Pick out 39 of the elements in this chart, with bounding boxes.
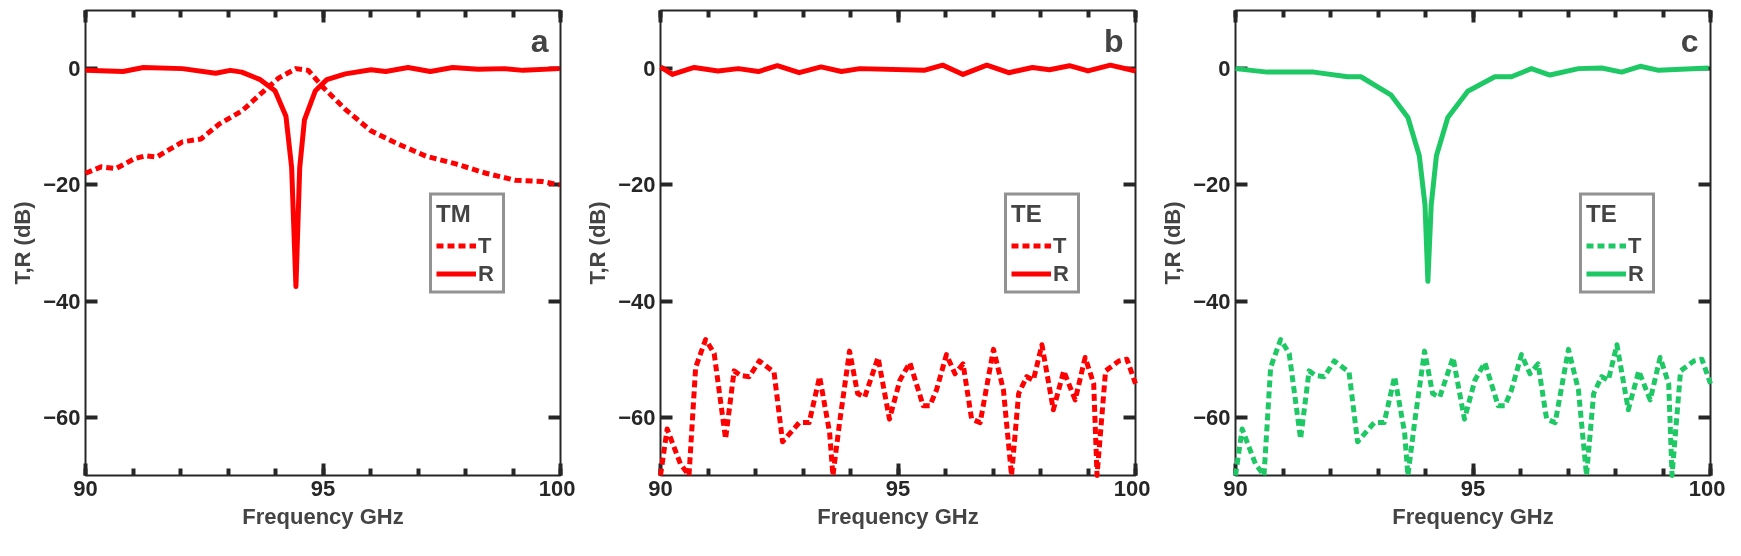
x-axis-title: Frequency GHz — [242, 503, 404, 529]
y-tick-label: −60 — [1193, 404, 1231, 430]
x-tick-label: 90 — [648, 475, 673, 501]
legend-label: T — [1053, 232, 1068, 258]
y-axis-title: T,R (dB) — [1160, 201, 1186, 285]
legend-label: T — [1628, 232, 1643, 258]
legend-label: R — [478, 260, 495, 286]
y-axis-title: T,R (dB) — [585, 201, 611, 285]
x-axis-title: Frequency GHz — [1392, 503, 1554, 529]
legend-title: TE — [1011, 199, 1043, 227]
x-tick-label: 100 — [1113, 475, 1151, 501]
y-axis-title: T,R (dB) — [10, 201, 36, 285]
x-axis-title: Frequency GHz — [817, 503, 979, 529]
y-tick-label: −60 — [43, 404, 81, 430]
annotation: c — [1680, 22, 1699, 59]
x-tick-label: 95 — [1460, 475, 1486, 501]
y-tick-label: −40 — [1193, 288, 1231, 314]
annotation: b — [1103, 22, 1124, 59]
y-tick-label: 0 — [643, 56, 656, 82]
x-tick-label: 95 — [885, 475, 911, 501]
y-tick-label: −20 — [618, 172, 656, 198]
y-tick-label: 0 — [68, 56, 81, 82]
legend-label: R — [1628, 260, 1645, 286]
y-tick-label: −20 — [1193, 172, 1231, 198]
legend-label: T — [478, 232, 493, 258]
y-tick-label: −40 — [43, 288, 81, 314]
y-tick-label: 0 — [1218, 56, 1231, 82]
x-tick-label: 95 — [310, 475, 336, 501]
legend-title: TM — [436, 199, 472, 227]
annotation: a — [530, 22, 549, 59]
x-tick-label: 100 — [1688, 475, 1726, 501]
legend-title: TE — [1586, 199, 1618, 227]
x-tick-label: 100 — [538, 475, 576, 501]
legend-label: R — [1053, 260, 1070, 286]
x-tick-label: 90 — [1223, 475, 1248, 501]
x-tick-label: 90 — [73, 475, 98, 501]
y-tick-label: −40 — [618, 288, 656, 314]
y-tick-label: −60 — [618, 404, 656, 430]
y-tick-label: −20 — [43, 172, 81, 198]
